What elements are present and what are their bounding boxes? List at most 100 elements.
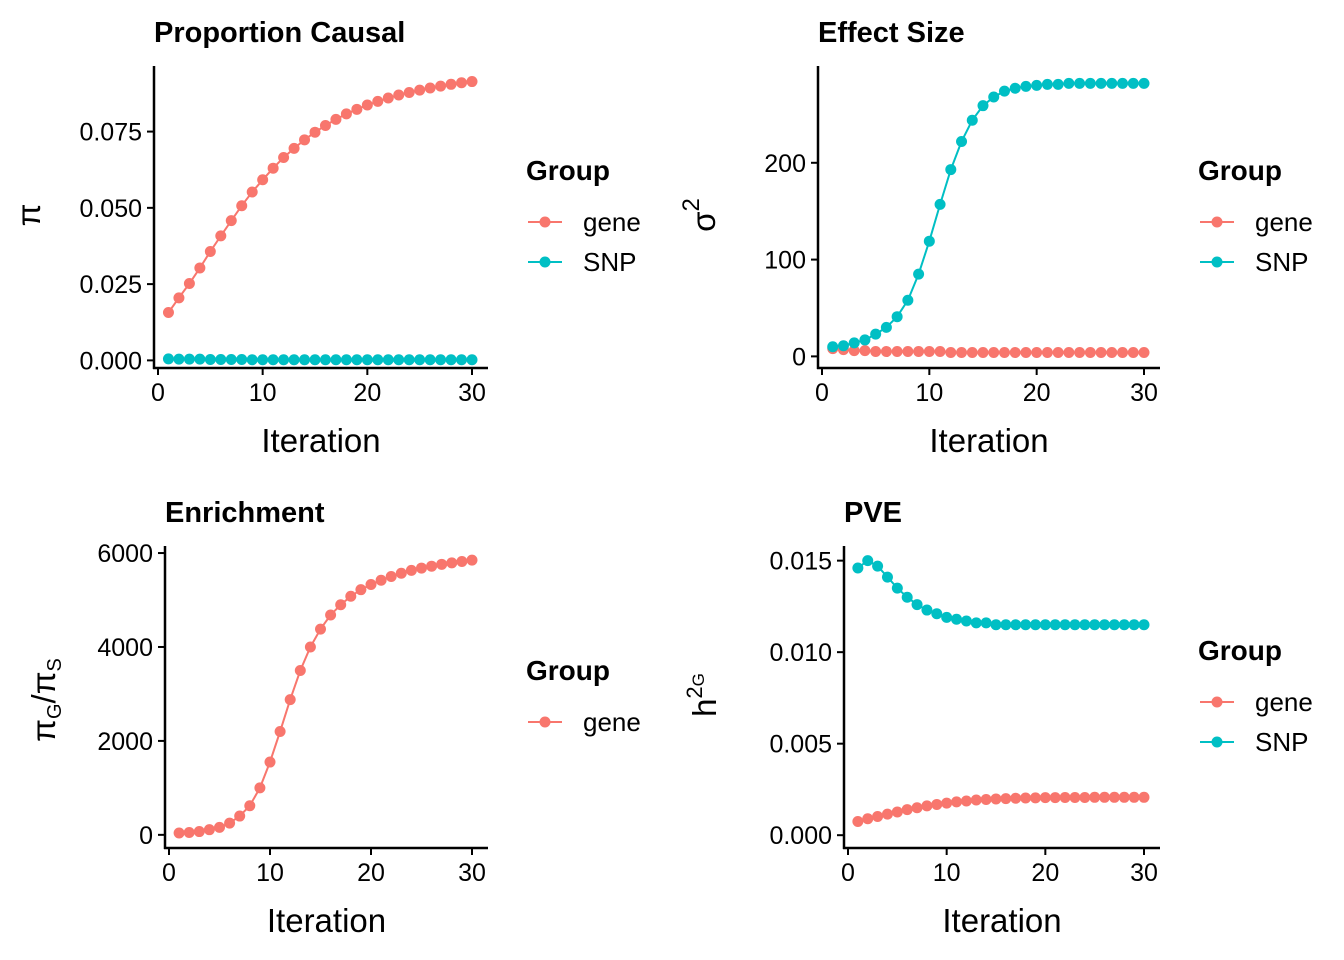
y-tick-label: 0.050 <box>79 195 142 223</box>
data-point <box>225 215 237 227</box>
data-point <box>385 571 397 583</box>
x-tick-label: 20 <box>357 859 385 887</box>
data-point <box>215 230 227 242</box>
data-point <box>264 756 276 768</box>
legend-key-point <box>1211 696 1223 708</box>
legend-title: Group <box>1198 635 1282 666</box>
data-point <box>278 354 290 366</box>
data-point <box>274 726 286 738</box>
data-point <box>225 353 237 365</box>
data-point <box>294 664 306 676</box>
data-point <box>254 782 266 794</box>
data-point <box>859 345 871 357</box>
data-point <box>309 354 321 366</box>
data-point <box>236 200 248 212</box>
panel-title: Enrichment <box>165 497 325 529</box>
series-SNP <box>162 353 478 366</box>
x-tick-label: 30 <box>1130 859 1158 887</box>
data-point <box>194 262 206 274</box>
data-point <box>1031 347 1043 359</box>
y-tick-label: 0.025 <box>79 271 142 299</box>
data-point <box>891 346 903 358</box>
legend: Group gene SNP <box>1198 155 1313 277</box>
x-tick-label: 0 <box>162 859 176 887</box>
data-point <box>911 599 923 611</box>
y-tick-label: 0.010 <box>769 639 832 667</box>
legend-label: gene <box>1255 687 1313 717</box>
data-point <box>881 808 893 820</box>
data-point <box>1020 80 1032 92</box>
y-tick-label: 2000 <box>97 728 153 756</box>
data-point <box>224 817 236 829</box>
data-point <box>204 245 216 257</box>
data-point <box>194 353 206 365</box>
legend-label: SNP <box>1255 727 1308 757</box>
data-point <box>970 794 982 806</box>
data-point <box>456 555 468 567</box>
data-point <box>988 347 1000 359</box>
data-point <box>945 164 957 176</box>
data-point <box>445 78 457 90</box>
data-point <box>183 278 195 290</box>
data-point <box>852 562 864 574</box>
data-point <box>1009 347 1021 359</box>
data-point <box>1052 347 1064 359</box>
y-tick-label: 100 <box>764 247 806 275</box>
legend-label: gene <box>583 207 641 237</box>
data-point <box>173 292 185 304</box>
data-point <box>1031 79 1043 91</box>
data-point <box>1117 347 1129 359</box>
series-line <box>832 82 1144 348</box>
legend-key-point <box>1211 256 1223 268</box>
data-point <box>1029 619 1041 631</box>
data-point <box>393 354 405 366</box>
data-point <box>1138 77 1150 89</box>
panel-3: Enrichment 0 10 20 30 0 2000 4000 6000 Iteration π… <box>25 497 641 939</box>
data-point <box>1117 77 1129 89</box>
data-point <box>872 811 884 823</box>
data-point <box>236 353 248 365</box>
data-point <box>837 340 849 352</box>
data-point <box>445 354 457 366</box>
data-point <box>193 826 205 838</box>
data-point <box>1020 619 1032 631</box>
data-point <box>966 114 978 126</box>
data-point <box>183 353 195 365</box>
x-tick-label: 10 <box>915 379 943 407</box>
legend-label: gene <box>1255 207 1313 237</box>
data-point <box>891 582 903 594</box>
data-point <box>403 354 415 366</box>
data-point <box>880 321 892 333</box>
y-tick-label: 0.005 <box>769 731 832 759</box>
data-point <box>372 354 384 366</box>
legend-title: Group <box>1198 155 1282 186</box>
data-point <box>941 611 953 623</box>
x-tick-label: 30 <box>458 379 486 407</box>
data-point <box>1127 347 1139 359</box>
legend-key-point <box>539 716 551 728</box>
data-point <box>1079 619 1091 631</box>
y-tick-label: 0.000 <box>79 347 142 375</box>
data-point <box>862 555 874 567</box>
data-point <box>173 827 185 839</box>
data-point <box>881 571 893 583</box>
data-point <box>244 800 256 812</box>
data-point <box>288 354 300 366</box>
data-point <box>977 100 989 112</box>
x-tick-label: 10 <box>249 379 277 407</box>
data-point <box>951 613 963 625</box>
data-point <box>414 84 426 96</box>
data-point <box>941 797 953 809</box>
legend-label: SNP <box>583 247 636 277</box>
series-line <box>179 559 473 834</box>
data-point <box>393 89 405 101</box>
data-point <box>365 579 377 591</box>
data-point <box>1009 82 1021 94</box>
data-point <box>1106 347 1118 359</box>
data-point <box>284 694 296 706</box>
data-point <box>1084 347 1096 359</box>
data-point <box>257 354 269 366</box>
y-axis-label: h2G <box>682 673 723 717</box>
data-point <box>1059 791 1071 803</box>
data-point <box>1010 792 1022 804</box>
